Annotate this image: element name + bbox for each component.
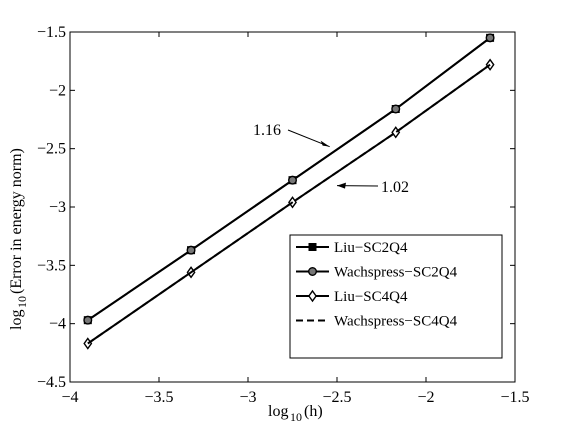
x-tick-label: −2 bbox=[417, 389, 434, 406]
x-axis-label-rest: (h) bbox=[304, 403, 323, 420]
x-tick-label: −3.5 bbox=[144, 389, 173, 406]
annotation-arrowhead bbox=[320, 140, 330, 147]
legend: Liu−SC2Q4 Wachspress−SC2Q4 Liu−SC4Q4 Wachsp… bbox=[289, 234, 503, 359]
data-point bbox=[83, 315, 93, 325]
series-line-3 bbox=[87, 63, 491, 345]
legend-label: Liu−SC4Q4 bbox=[334, 289, 408, 305]
data-point bbox=[186, 245, 196, 255]
annotation-label: 1.16 bbox=[253, 122, 281, 139]
plot-area: −4 −3.5 −3 −2.5 −2 −1.5−4.5−4−3.5−3−2.5−2−1.5… bbox=[37, 24, 530, 406]
y-tick-label: −1.5 bbox=[37, 24, 66, 41]
y-tick-label: −2 bbox=[49, 82, 66, 99]
x-tick-label: −2.5 bbox=[322, 389, 351, 406]
y-tick-label: −4.5 bbox=[37, 374, 66, 391]
y-tick-label: −4 bbox=[49, 316, 66, 333]
legend-marker bbox=[308, 289, 317, 303]
x-tick-label: −4 bbox=[61, 389, 78, 406]
annotation-arrowhead bbox=[337, 182, 346, 189]
x-tick-label: −1.5 bbox=[500, 389, 529, 406]
y-tick-label: −3 bbox=[49, 199, 66, 216]
y-tick-label: −3.5 bbox=[37, 257, 66, 274]
x-tick-label: −3 bbox=[239, 389, 256, 406]
x-axis-label-subscript: 10 bbox=[290, 410, 302, 424]
x-axis-label-base: log bbox=[268, 403, 288, 420]
x-axis-title: log 10 (h) bbox=[268, 403, 323, 424]
annotation-label: 1.02 bbox=[381, 179, 409, 196]
legend-label: Wachspress−SC2Q4 bbox=[334, 265, 458, 281]
legend-label: Liu−SC2Q4 bbox=[334, 240, 408, 256]
data-point bbox=[288, 175, 298, 185]
data-point bbox=[391, 126, 401, 139]
y-axis-label-subscript: 10 bbox=[15, 296, 29, 308]
legend-marker bbox=[308, 267, 318, 277]
y-axis-label-rest: (Error in energy norm) bbox=[8, 148, 25, 294]
data-point bbox=[391, 104, 401, 114]
y-axis-title: log 10 (Error in energy norm) bbox=[8, 148, 29, 330]
y-tick-label: −2.5 bbox=[37, 141, 66, 158]
data-point bbox=[485, 33, 495, 43]
legend-marker bbox=[308, 243, 317, 251]
data-point bbox=[485, 58, 495, 71]
legend-label: Wachspress−SC4Q4 bbox=[334, 314, 458, 330]
y-axis-label-base: log bbox=[8, 310, 25, 330]
